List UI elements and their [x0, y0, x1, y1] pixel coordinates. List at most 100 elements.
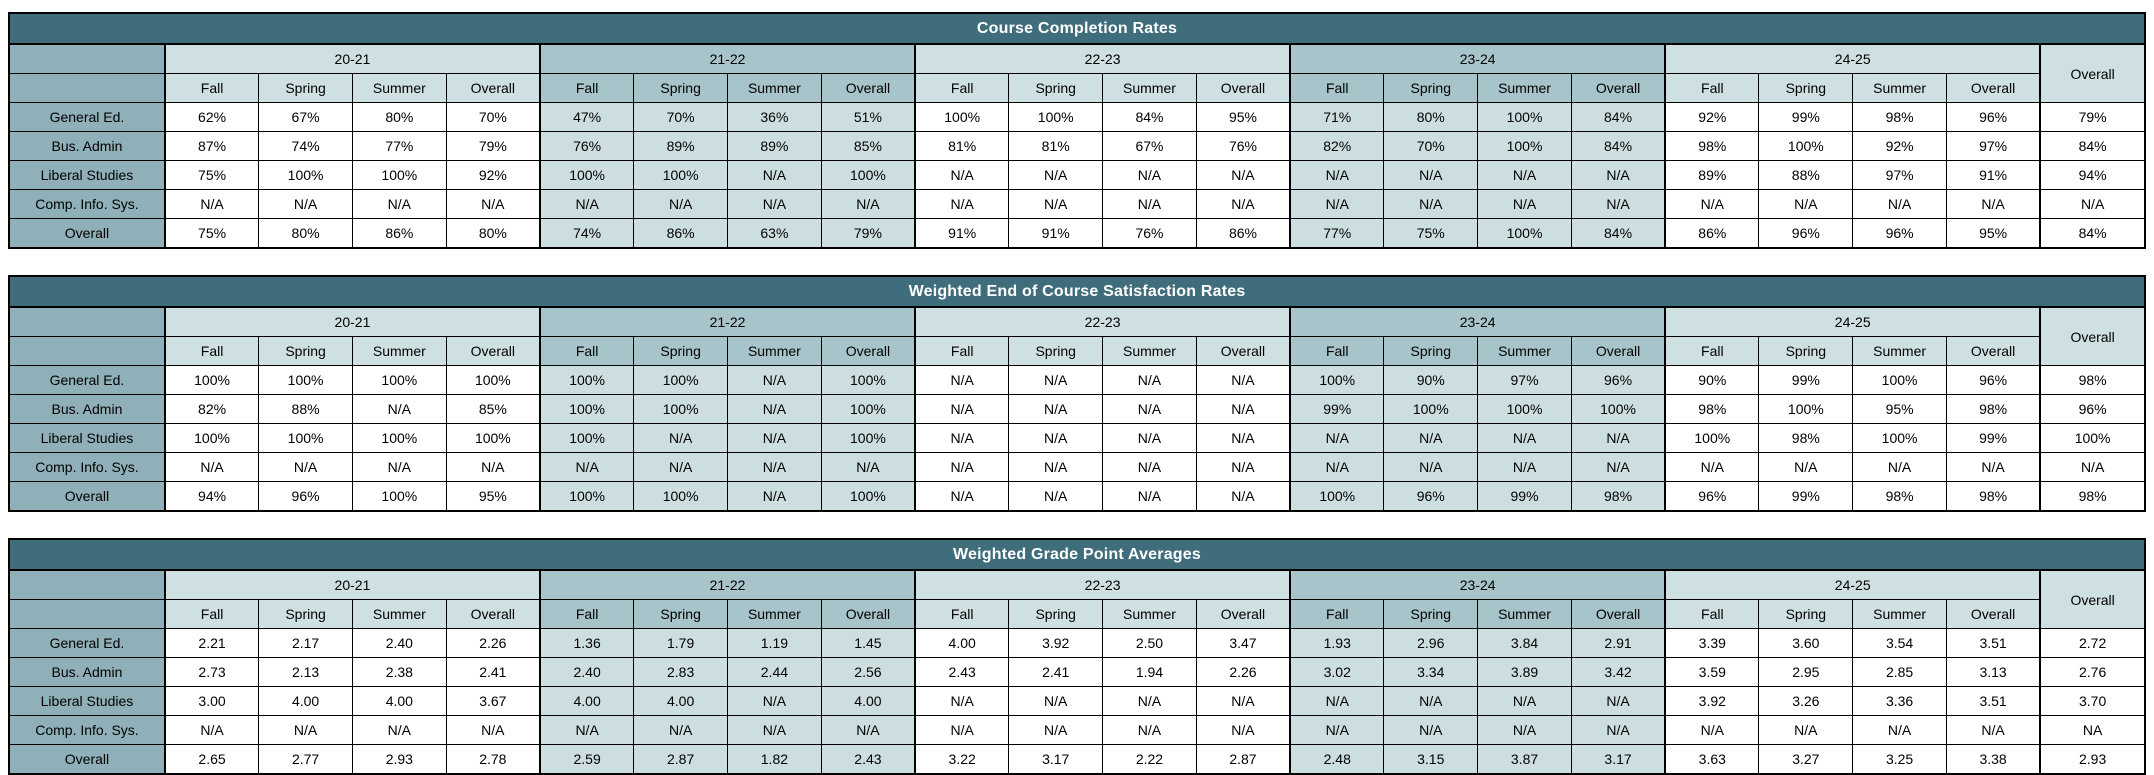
data-cell: 2.26 [1195, 657, 1291, 687]
data-cell: 36% [727, 102, 822, 132]
season-header: Summer [727, 336, 822, 366]
season-header: Fall [538, 336, 635, 366]
data-cell: 3.51 [1945, 628, 2041, 658]
data-cell: 2.59 [538, 744, 635, 775]
table-row: Liberal Studies 3.00 4.00 4.00 3.67 4.00 4.00 N… [8, 686, 2146, 716]
data-cell: 2.44 [727, 657, 822, 687]
data-cell: 96% [1570, 365, 1666, 395]
row-label: Bus. Admin [8, 657, 166, 687]
table-row: Comp. Info. Sys. N/A N/A N/A N/A N/A N/A N/A N/A… [8, 189, 2146, 219]
data-cell: 2.17 [258, 628, 353, 658]
overall-cell: N/A [2039, 189, 2146, 219]
data-cell: N/A [351, 189, 447, 219]
data-cell: 100% [538, 423, 635, 453]
row-label: Overall [8, 481, 166, 512]
data-cell: 2.93 [351, 744, 447, 775]
data-cell: 1.94 [1102, 657, 1197, 687]
data-cell: 75% [1383, 218, 1479, 249]
corner-cell [8, 599, 166, 629]
season-header: Fall [1664, 599, 1760, 629]
overall-cell: 98% [2039, 481, 2146, 512]
data-cell: 100% [1477, 394, 1572, 424]
data-cell: 94% [163, 481, 260, 512]
data-cell: N/A [1945, 189, 2041, 219]
data-cell: 92% [1664, 102, 1760, 132]
data-cell: N/A [1289, 715, 1385, 745]
season-header: Fall [538, 73, 635, 103]
data-cell: 91% [1945, 160, 2041, 190]
data-cell: N/A [1570, 715, 1666, 745]
data-cell: 3.25 [1852, 744, 1947, 775]
season-header: Overall [1945, 336, 2041, 366]
data-cell: 96% [1852, 218, 1947, 249]
data-cell: N/A [1008, 423, 1104, 453]
data-cell: 3.36 [1852, 686, 1947, 716]
data-cell: 3.60 [1758, 628, 1854, 658]
season-header: Summer [1852, 336, 1947, 366]
data-cell: 47% [538, 102, 635, 132]
data-cell: N/A [1102, 394, 1197, 424]
overall-cell: 2.76 [2039, 657, 2146, 687]
data-cell: 100% [1383, 394, 1479, 424]
data-cell: 92% [1852, 131, 1947, 161]
row-label: General Ed. [8, 365, 166, 395]
year-header: 22-23 [914, 569, 1291, 600]
data-cell: 84% [1102, 102, 1197, 132]
data-cell: N/A [1383, 160, 1479, 190]
data-cell: 3.63 [1664, 744, 1760, 775]
data-cell: 95% [1852, 394, 1947, 424]
season-header: Summer [1852, 73, 1947, 103]
season-header: Summer [1102, 73, 1197, 103]
data-cell: 90% [1383, 365, 1479, 395]
data-cell: 1.36 [538, 628, 635, 658]
row-label: Liberal Studies [8, 686, 166, 716]
year-header: 21-22 [538, 43, 916, 74]
data-cell: 80% [351, 102, 447, 132]
data-cell: 3.00 [163, 686, 260, 716]
season-header: Summer [1852, 599, 1947, 629]
overall-cell: 2.93 [2039, 744, 2146, 775]
season-header: Overall [445, 599, 541, 629]
data-cell: 86% [1664, 218, 1760, 249]
table-row: Liberal Studies 75% 100% 100% 92% 100% 100% N/A… [8, 160, 2146, 190]
table-row: Bus. Admin 87% 74% 77% 79% 76% 89% 89% 85% 81% 81%… [8, 131, 2146, 161]
data-cell: N/A [1383, 189, 1479, 219]
data-cell: N/A [1102, 452, 1197, 482]
data-cell: 75% [163, 218, 260, 249]
data-cell: N/A [1477, 686, 1572, 716]
overall-cell: 2.72 [2039, 628, 2146, 658]
data-cell: N/A [258, 715, 353, 745]
data-cell: N/A [820, 189, 916, 219]
data-cell: 95% [1945, 218, 2041, 249]
data-cell: 100% [445, 423, 541, 453]
data-cell: 2.21 [163, 628, 260, 658]
data-cell: N/A [914, 423, 1010, 453]
season-header: Overall [820, 599, 916, 629]
data-cell: N/A [1664, 715, 1760, 745]
data-cell: 98% [1945, 394, 2041, 424]
data-cell: N/A [1289, 423, 1385, 453]
data-cell: 77% [1289, 218, 1385, 249]
data-cell: 2.83 [633, 657, 729, 687]
season-header: Summer [727, 73, 822, 103]
data-cell: 3.02 [1289, 657, 1385, 687]
season-header: Summer [1477, 73, 1572, 103]
season-header: Overall [820, 73, 916, 103]
data-cell: 100% [1758, 394, 1854, 424]
data-cell: N/A [1195, 189, 1291, 219]
data-cell: N/A [538, 715, 635, 745]
data-cell: N/A [727, 189, 822, 219]
data-cell: 100% [1852, 423, 1947, 453]
table-row: Comp. Info. Sys. N/A N/A N/A N/A N/A N/A N/A N/A… [8, 452, 2146, 482]
data-cell: 82% [163, 394, 260, 424]
data-cell: 100% [351, 160, 447, 190]
data-cell: 100% [258, 160, 353, 190]
data-cell: N/A [1570, 160, 1666, 190]
data-cell: 81% [1008, 131, 1104, 161]
data-cell: 90% [1664, 365, 1760, 395]
data-cell: N/A [1008, 189, 1104, 219]
data-cell: N/A [1852, 452, 1947, 482]
season-header: Fall [914, 73, 1010, 103]
data-cell: N/A [163, 189, 260, 219]
season-header: Fall [914, 336, 1010, 366]
